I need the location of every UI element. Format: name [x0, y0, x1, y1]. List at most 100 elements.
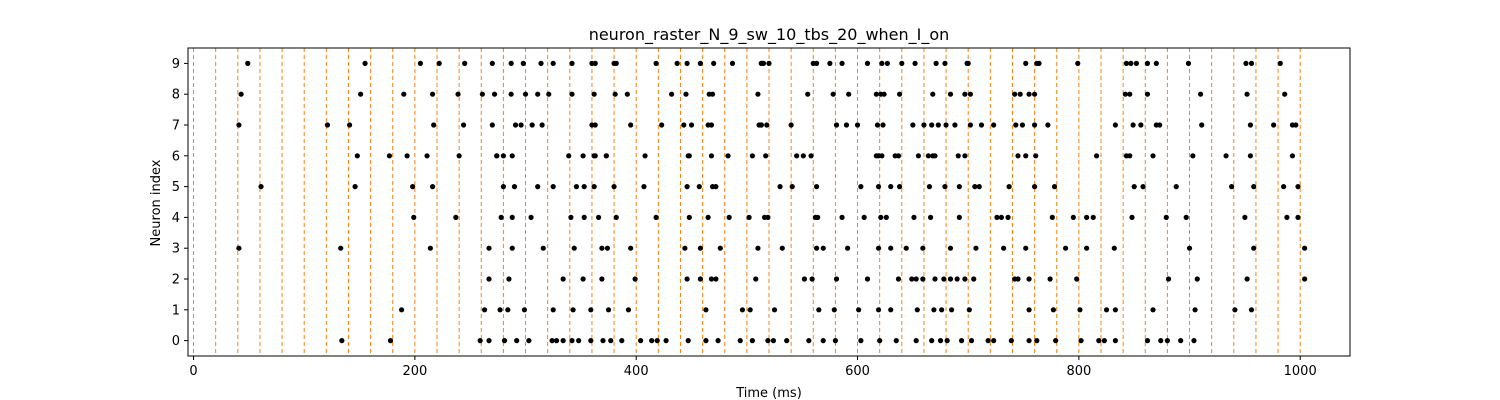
spike-point — [686, 153, 692, 159]
spike-point — [1164, 338, 1170, 344]
spike-point — [573, 184, 580, 190]
spike-point — [884, 60, 891, 66]
spike-point — [813, 60, 820, 66]
spike-point — [966, 307, 972, 313]
spike-point — [929, 122, 935, 128]
spike-point — [595, 214, 602, 220]
spike-point — [1199, 122, 1205, 128]
spike-point — [1131, 184, 1137, 190]
spike-point — [238, 91, 244, 97]
spike-point — [566, 153, 572, 159]
spike-point — [879, 153, 885, 159]
spike-point — [505, 307, 511, 313]
spike-point — [978, 122, 985, 128]
spike-point — [568, 214, 574, 220]
spike-point — [931, 307, 937, 313]
y-tick-label: 9 — [172, 57, 180, 72]
spike-point — [888, 307, 894, 313]
spike-point — [717, 245, 723, 251]
spike-point — [352, 184, 358, 190]
spike-point — [571, 245, 577, 251]
spike-point — [875, 245, 882, 251]
spike-point — [591, 91, 597, 97]
spike-point — [972, 184, 978, 190]
spike-point — [911, 214, 917, 220]
spike-point — [749, 153, 756, 159]
spike-point — [546, 91, 552, 97]
spike-point — [512, 122, 519, 128]
spike-point — [613, 60, 619, 66]
spike-point — [788, 122, 794, 128]
spike-point — [681, 122, 687, 128]
spike-point — [683, 91, 689, 97]
spike-point — [1248, 307, 1255, 313]
spike-point — [1084, 214, 1090, 220]
spike-point — [653, 60, 659, 66]
spike-point — [560, 338, 566, 344]
spike-point — [910, 122, 916, 128]
spike-point — [955, 153, 961, 159]
spike-point — [1111, 245, 1117, 251]
spike-point — [696, 184, 702, 190]
spike-point — [628, 122, 634, 128]
spike-point — [436, 60, 442, 66]
spike-point — [489, 122, 495, 128]
spike-point — [967, 91, 974, 97]
spike-point — [770, 338, 777, 344]
spike-point — [456, 153, 462, 159]
spike-point — [947, 276, 954, 282]
spike-point — [339, 338, 345, 344]
y-tick-label: 4 — [172, 211, 180, 226]
spike-point — [462, 60, 468, 66]
y-tick-label: 1 — [172, 303, 180, 318]
y-axis-label: Neuron index — [149, 159, 164, 246]
spike-point — [875, 184, 882, 190]
spike-point — [874, 122, 881, 128]
spike-point — [1015, 276, 1021, 282]
spike-point — [763, 153, 769, 159]
spike-point — [801, 276, 808, 282]
spike-point — [747, 307, 753, 313]
spike-point — [1295, 214, 1301, 220]
spike-point — [1284, 214, 1290, 220]
spike-point — [1165, 276, 1172, 282]
spike-point — [749, 338, 756, 344]
spike-point — [899, 60, 905, 66]
spike-point — [920, 276, 926, 282]
spike-point — [944, 338, 950, 344]
spike-point — [864, 276, 871, 282]
spike-point — [588, 307, 594, 313]
spike-point — [686, 214, 692, 220]
spike-point — [632, 276, 638, 282]
y-axis: 0 1 2 3 4 5 6 7 8 9 — [172, 57, 188, 349]
spike-point — [539, 122, 545, 128]
spike-point — [460, 122, 467, 128]
spike-point — [669, 91, 675, 97]
spike-point — [1157, 122, 1163, 128]
spike-point — [958, 338, 965, 344]
spike-point — [1001, 245, 1007, 251]
spike-point — [599, 276, 605, 282]
spike-point — [816, 307, 822, 313]
spike-point — [1053, 338, 1059, 344]
spike-point — [1034, 338, 1040, 344]
spike-point — [1122, 91, 1128, 97]
spike-point — [813, 184, 820, 190]
spike-point — [843, 122, 850, 128]
x-tick-label: 200 — [402, 364, 427, 379]
spike-point — [508, 60, 514, 66]
spike-point — [800, 153, 806, 159]
spike-point — [684, 184, 690, 190]
spike-point — [1185, 60, 1192, 66]
spike-point — [809, 276, 815, 282]
spike-point — [705, 214, 711, 220]
spike-point — [713, 184, 719, 190]
spike-point — [708, 122, 715, 128]
spike-point — [697, 245, 703, 251]
spike-point — [881, 91, 887, 97]
spike-point — [888, 245, 894, 251]
spike-point — [540, 245, 546, 251]
spike-point — [401, 91, 407, 97]
spike-point — [1036, 60, 1042, 66]
spike-point — [1049, 214, 1055, 220]
